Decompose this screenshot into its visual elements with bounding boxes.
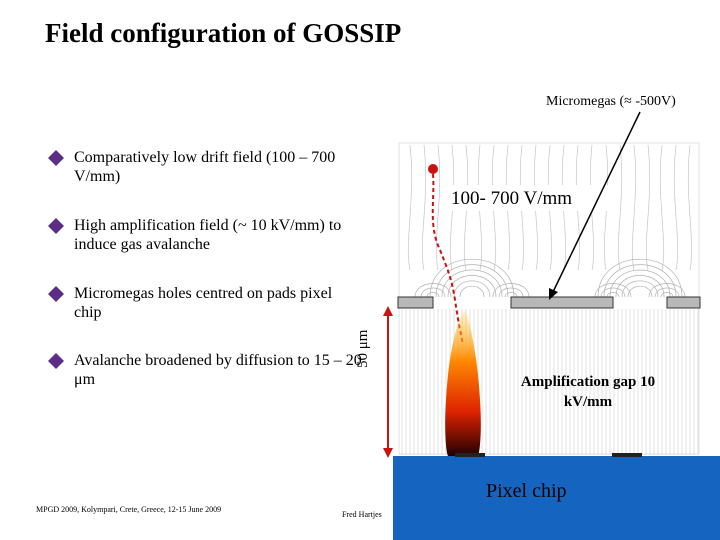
drift-field-label: 100- 700 V/mm <box>451 188 573 209</box>
diamond-bullet-icon <box>48 286 64 302</box>
arrowhead-down-icon <box>383 448 393 458</box>
diamond-bullet-icon <box>48 218 64 234</box>
diamond-bullet-icon <box>48 353 64 369</box>
drift-label-background <box>440 185 615 211</box>
bullet-text: High amplification field (~ 10 kV/mm) to… <box>74 217 342 253</box>
conference-footer: MPGD 2009, Kolympari, Crete, Greece, 12-… <box>36 505 222 514</box>
pixel-chip <box>393 456 720 540</box>
bullet-text: Micromegas holes centred on pads pixel c… <box>74 285 333 321</box>
diamond-bullet-icon <box>48 150 64 166</box>
gap-size-label: 50 μm <box>355 329 371 368</box>
pixel-pad <box>612 453 642 457</box>
arrowhead-up-icon <box>383 306 393 316</box>
micromegas-mesh-segment <box>510 296 614 309</box>
micromegas-mesh-segment <box>397 296 434 309</box>
amplification-field-lines <box>401 309 699 455</box>
page-title: Field configuration of GOSSIP <box>45 18 402 48</box>
micromegas-pointer-arrow <box>551 111 641 295</box>
micromegas-label: Micromegas (≈ -500V) <box>546 94 676 109</box>
micromegas-mesh-segment <box>666 296 701 309</box>
primary-electron-dot <box>428 164 438 174</box>
pixel-chip-label: Pixel chip <box>486 480 567 502</box>
electron-drift-track <box>431 173 464 346</box>
bullet-text: Comparatively low drift field (100 – 700… <box>74 149 336 185</box>
bullet-text: Avalanche broadened by diffusion to 15 –… <box>74 352 362 388</box>
hole-field-lines <box>414 258 686 298</box>
drift-field-lines <box>407 144 693 271</box>
author-footer: Fred Hartjes <box>342 510 382 519</box>
amplification-gap-label: Amplification gap 10 kV/mm <box>520 374 656 410</box>
pixel-pad <box>455 453 485 457</box>
avalanche-plume <box>445 310 481 456</box>
arrowhead-icon <box>549 288 558 300</box>
